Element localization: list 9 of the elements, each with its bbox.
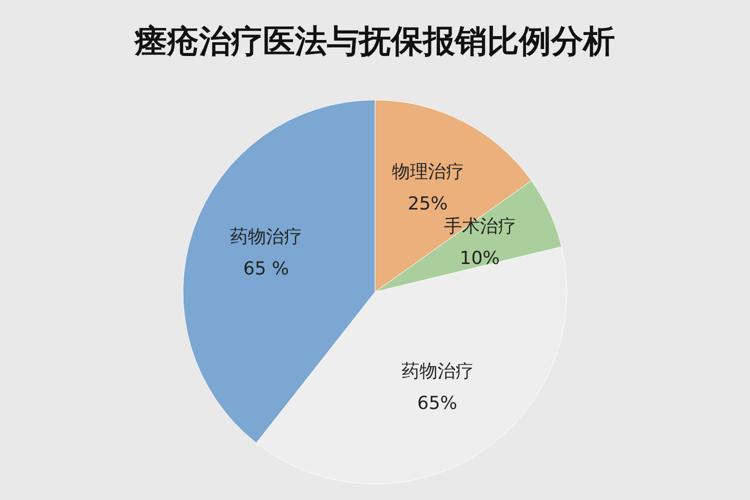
data-label: 65% — [417, 392, 458, 414]
data-label: 65 % — [243, 258, 290, 280]
data-label: 25% — [408, 194, 448, 215]
chart-title: 瘗疮治疗医法与抚保报销比例分析 — [133, 22, 615, 60]
data-label: 10% — [460, 248, 500, 270]
slice-label: 物理治疗 — [392, 162, 464, 183]
slice-label: 手术治疗 — [444, 216, 516, 238]
slice-label: 药物治疗 — [230, 226, 302, 248]
slice-label: 药物治疗 — [401, 360, 474, 382]
